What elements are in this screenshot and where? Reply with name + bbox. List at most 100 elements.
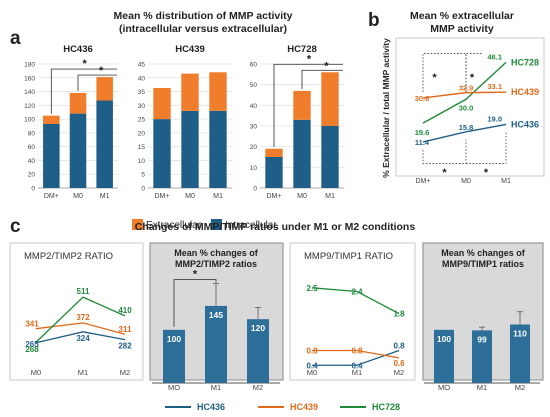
c_mmp2_timp2-data-label-hc728: 268	[25, 345, 39, 354]
b-line-hc439	[422, 91, 507, 99]
panel-a-letter: a	[10, 28, 21, 49]
a_hc728-significance-bracket	[301, 69, 343, 89]
c_mmp2_timp2-xtick-label: M2	[120, 368, 130, 377]
a_hc439-title: HC439	[175, 44, 205, 55]
panel-c-title: Changes of MMP/TIMP ratios under M1 or M…	[135, 221, 416, 233]
bottom-legend: HC436 HC439 HC728	[165, 402, 400, 412]
a_hc439-ytick-label: 5	[141, 172, 145, 179]
b-significance-star: *	[470, 72, 475, 84]
a_hc436-significance-bracket	[50, 68, 117, 114]
c_mmp2_timp2_mean-xtick-label: M2	[253, 383, 263, 392]
a_hc439-bar-intracellular	[181, 110, 199, 188]
b-significance-bracket-bottom	[422, 139, 467, 164]
c_mmp2_timp2-data-label-hc439: 311	[119, 325, 132, 334]
b-xtick-label: M0	[461, 178, 471, 185]
b-line-hc728	[422, 61, 507, 124]
c_mmp9_timp1-data-label-hc728: 2.4	[351, 288, 363, 297]
b-significance-star: *	[442, 167, 447, 179]
a_hc728-bar-extracellular	[265, 148, 283, 157]
c_mmp9_timp1-xtick-label: M1	[352, 368, 362, 377]
a_hc728-ytick-label: 60	[250, 62, 258, 69]
a_hc728-bar-intracellular	[321, 126, 339, 188]
c_mmp2_timp2-xtick-label: M0	[31, 368, 41, 377]
a_hc439-ytick-label: 35	[138, 89, 146, 96]
a_hc436-ytick-label: 20	[28, 172, 36, 179]
c_mmp2_timp2_mean-data-label: 145	[209, 310, 223, 320]
c_mmp9_timp1_mean-xtick-label: MO	[438, 383, 450, 392]
c_mmp2_timp2-line-hc728	[35, 296, 126, 343]
c_mmp9_timp1-line-hc439	[312, 349, 400, 359]
a_hc728-xtick-label: M0	[297, 193, 307, 200]
b-data-label-hc436: 11.4	[415, 138, 430, 147]
b-xtick-label: DM+	[416, 178, 431, 185]
a_hc439-bar-extracellular	[153, 87, 171, 120]
a_hc728-bar-intracellular	[293, 119, 311, 188]
c_mmp2_timp2-data-label-hc728: 410	[118, 306, 132, 315]
a_hc439-xtick-label: M1	[213, 193, 223, 200]
panel-b-ylabel: % Extracellular / total MMP activity	[381, 38, 391, 178]
a_hc436-significance-star: *	[83, 58, 88, 70]
c_mmp9_timp1-data-label-hc436: 0.4	[351, 361, 363, 370]
a_hc728-ytick-label: 30	[250, 124, 258, 131]
a_hc728-ytick-label: 10	[250, 165, 258, 172]
a_hc436-ytick-label: 120	[24, 103, 35, 110]
b-data-label-hc728: 46.1	[487, 52, 502, 61]
b-significance-bracket-top	[465, 53, 482, 93]
c_mmp9_timp1-data-label-hc728: 1.8	[393, 310, 405, 319]
c_mmp9_timp1-xtick-label: M2	[394, 368, 404, 377]
c2-title-line1: Mean % changes of	[174, 248, 259, 258]
a_hc436-xtick-label: DM+	[44, 193, 59, 200]
c4-title-line2: MMP9/TIMP1 ratios	[442, 259, 524, 269]
c_mmp2_timp2_mean-significance-star: *	[193, 269, 198, 281]
a_hc728-xtick-label: DM+	[267, 193, 282, 200]
a_hc436-bar-extracellular	[96, 77, 113, 101]
c_mmp9_timp1_mean-data-label: 99	[477, 334, 487, 344]
a_hc436-xtick-label: M1	[100, 193, 110, 200]
a_hc436-bar-intracellular	[96, 100, 113, 188]
legend-extracellular-label: Extracellular	[146, 220, 202, 231]
c3-title: MMP9/TIMP1 RATIO	[304, 251, 393, 262]
b-data-label-hc436: 19.0	[487, 114, 502, 123]
legend-label-hc436: HC436	[197, 402, 225, 412]
a_hc728-significance-bracket	[273, 63, 343, 147]
a_hc439-bar-extracellular	[181, 73, 199, 111]
a_hc436-ytick-label: 80	[28, 130, 36, 137]
c_mmp9_timp1-xtick-label: M0	[307, 368, 317, 377]
a_hc436-ytick-label: 100	[24, 117, 35, 124]
a_hc728-xtick-label: M1	[325, 193, 335, 200]
a_hc436-bar-extracellular	[69, 92, 87, 114]
a_hc436-ytick-label: 140	[24, 89, 35, 96]
c2-title-line2: MMP2/TIMP2 ratios	[175, 259, 257, 269]
c_mmp2_timp2_mean-significance-bracket	[173, 279, 217, 327]
a_hc728-bar-extracellular	[321, 72, 339, 126]
panel-a-title-line2: (intracellular versus extracellular)	[119, 23, 287, 35]
a_hc439-ytick-label: 0	[141, 186, 145, 193]
c_mmp2_timp2-data-label-hc439: 341	[25, 320, 39, 329]
c_mmp2_timp2-xtick-label: M1	[78, 368, 88, 377]
a_hc728-significance-star: *	[307, 53, 312, 65]
a_hc728-bar-extracellular	[293, 90, 311, 120]
c_mmp2_timp2_mean-xtick-label: M1	[211, 383, 221, 392]
c_mmp9_timp1_mean-bar	[434, 329, 454, 383]
a_hc436-ytick-label: 160	[24, 75, 35, 82]
a_hc439-xtick-label: M0	[185, 193, 195, 200]
a_hc439-ytick-label: 10	[138, 158, 146, 165]
a_hc436-bar-intracellular	[69, 113, 87, 188]
a_hc436-ytick-label: 0	[31, 186, 35, 193]
b-significance-star: *	[432, 72, 437, 84]
c_mmp2_timp2_mean-bar	[163, 329, 185, 383]
panel-b-letter: b	[368, 10, 380, 31]
b-line-hc436	[422, 123, 507, 143]
a_hc436-significance-star: *	[99, 65, 104, 77]
legend-extracellular-swatch	[132, 219, 143, 230]
panel-c-letter: c	[10, 216, 21, 237]
c_mmp2_timp2_mean-data-label: 100	[167, 334, 181, 344]
c_mmp9_timp1-data-label-hc439: 0.8	[306, 347, 318, 356]
c_mmp9_timp1-data-label-hc436: 0.8	[393, 342, 405, 351]
c_mmp9_timp1_mean-data-label: 110	[513, 329, 527, 339]
a_hc436-bar-extracellular	[43, 115, 60, 124]
a_hc436-ytick-label: 180	[24, 62, 35, 69]
c_mmp9_timp1-line-hc728	[311, 287, 400, 315]
